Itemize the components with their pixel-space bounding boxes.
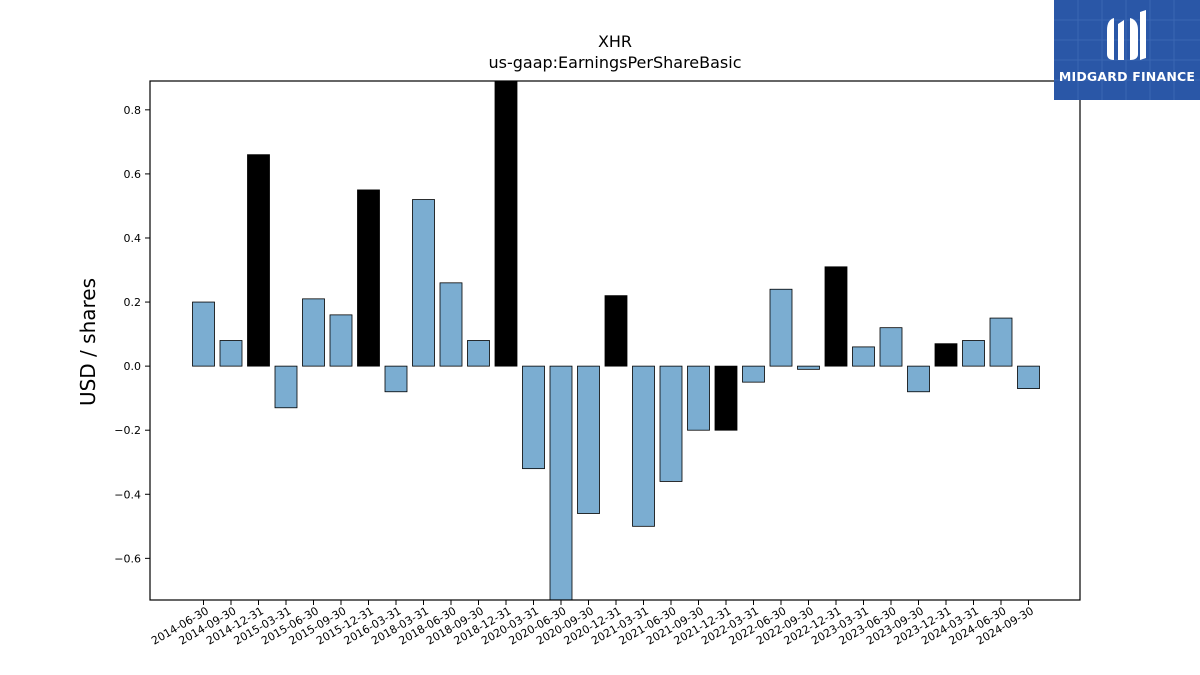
- bar-2022-12-31: [824, 266, 848, 367]
- bar-2018-06-30: [439, 282, 463, 367]
- y-tick-label: 0.4: [124, 232, 142, 245]
- y-tick-label: 0.0: [124, 360, 142, 373]
- bar-2014-12-31: [247, 154, 270, 367]
- bar-2015-03-31: [274, 365, 298, 409]
- bar-2023-03-31: [852, 346, 875, 367]
- bar-2022-06-30: [769, 288, 793, 367]
- bar-2015-09-30: [329, 314, 353, 367]
- bar-2020-12-31: [604, 295, 628, 367]
- chart-title: XHR: [597, 32, 633, 51]
- y-tick-label: −0.2: [114, 424, 141, 437]
- bar-2014-09-30: [219, 340, 243, 367]
- bar-2021-09-30: [687, 365, 710, 431]
- bar-2023-12-31: [934, 343, 958, 367]
- y-axis-label: USD / shares: [76, 277, 100, 407]
- bar-2022-03-31: [742, 365, 765, 383]
- bar-2023-06-30: [879, 327, 903, 367]
- bar-2024-09-30: [1017, 365, 1040, 389]
- brand-logo: MIDGARD FINANCE: [1054, 0, 1200, 100]
- bar-2021-03-31: [632, 365, 655, 527]
- bar-2018-03-31: [412, 199, 435, 367]
- bar-2016-03-31: [384, 365, 408, 393]
- bar-2020-06-30: [549, 365, 573, 601]
- bar-2018-12-31: [494, 80, 518, 367]
- y-tick-label: −0.6: [114, 552, 141, 565]
- bar-2024-06-30: [989, 317, 1013, 367]
- chart-subtitle: us-gaap:EarningsPerShareBasic: [488, 53, 742, 72]
- bar-2014-06-30: [192, 301, 215, 367]
- bar-2022-09-30: [797, 365, 820, 370]
- bars-group: [192, 80, 1040, 601]
- plot-frame: [149, 80, 1081, 601]
- bar-2021-06-30: [659, 365, 683, 482]
- y-axis: −0.6 −0.4 −0.2 0.0 0.2 0.4 0.6 0.8: [114, 104, 150, 565]
- y-tick-label: 0.6: [124, 168, 142, 181]
- bar-2021-12-31: [714, 365, 738, 431]
- bar-2020-09-30: [577, 365, 600, 514]
- bar-2015-06-30: [302, 298, 325, 367]
- x-axis: 2014-06-302014-09-302014-12-312015-03-31…: [149, 600, 1036, 648]
- logo-wordmark: MIDGARD FINANCE: [1058, 69, 1196, 84]
- y-tick-label: 0.2: [124, 296, 142, 309]
- bar-2024-03-31: [962, 340, 985, 367]
- y-tick-label: −0.4: [114, 488, 141, 501]
- bar-2023-09-30: [907, 365, 930, 393]
- bar-2018-09-30: [467, 340, 490, 367]
- bar-2020-03-31: [522, 365, 545, 470]
- y-tick-label: 0.8: [124, 104, 142, 117]
- bar-2015-12-31: [357, 189, 380, 367]
- logo-mark-icon: [1054, 0, 1200, 100]
